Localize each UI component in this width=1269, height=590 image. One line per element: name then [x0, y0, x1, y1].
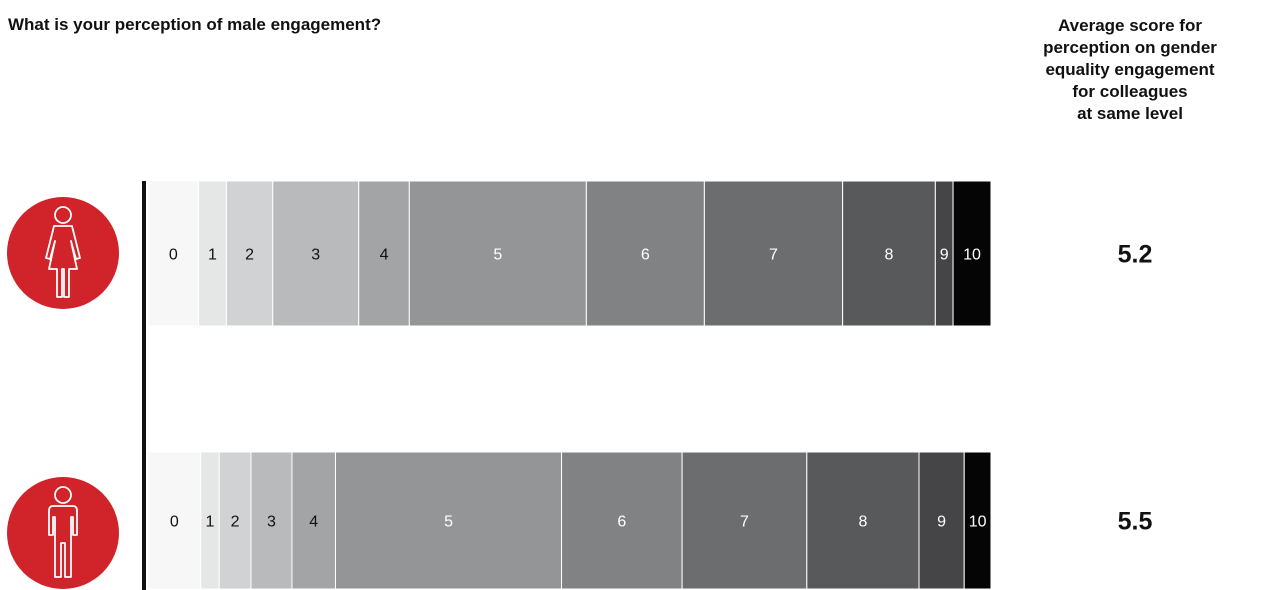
bar-segment-6 — [585, 180, 705, 327]
average-header-line: at same level — [1077, 104, 1183, 123]
bar-segment-0 — [147, 451, 202, 590]
average-score-value: 5.5 — [1118, 508, 1153, 536]
bar-segment-8 — [842, 180, 936, 327]
bar-segment-6 — [561, 451, 683, 590]
bar-segment-10 — [952, 180, 992, 327]
average-header-line: equality engagement — [1045, 60, 1215, 79]
segment-label: 3 — [267, 514, 276, 531]
chart-title: What is your perception of male engageme… — [8, 15, 382, 34]
segment-label: 0 — [169, 247, 178, 264]
bar-segment-1 — [198, 180, 227, 327]
bar-segment-3 — [272, 180, 360, 327]
bar-segment-5 — [335, 451, 563, 590]
average-header-line: Average score for — [1058, 16, 1202, 35]
segment-label: 7 — [740, 514, 749, 531]
segment-label: 1 — [205, 514, 214, 531]
icon-circle — [7, 477, 119, 589]
bar-segment-4 — [291, 451, 337, 590]
segment-label: 4 — [380, 247, 389, 264]
axis-line — [142, 181, 146, 590]
icon-head — [54, 206, 72, 224]
icon-body — [45, 225, 81, 298]
bar-segment-7 — [703, 180, 844, 327]
bar-segment-9 — [918, 451, 965, 590]
segment-label: 5 — [444, 514, 453, 531]
bar-segment-3 — [250, 451, 293, 590]
segment-label: 2 — [231, 514, 240, 531]
average-score-header: Average score for perception on gender e… — [985, 15, 1269, 125]
male-person-icon — [7, 477, 119, 589]
icon-body — [48, 505, 78, 578]
bar-segment-2 — [218, 451, 252, 590]
bar-segment-5 — [408, 180, 587, 327]
segment-label: 10 — [963, 247, 981, 264]
segment-label: 10 — [969, 514, 987, 531]
segment-label: 2 — [245, 247, 254, 264]
segment-label: 6 — [617, 514, 626, 531]
segment-label: 6 — [641, 247, 650, 264]
segment-label: 9 — [937, 514, 946, 531]
segment-label: 4 — [309, 514, 318, 531]
average-header-line: for colleagues — [1072, 82, 1188, 101]
bar-segment-7 — [681, 451, 808, 590]
segment-label: 0 — [170, 514, 179, 531]
segment-label: 3 — [311, 247, 320, 264]
average-score-value: 5.2 — [1118, 241, 1153, 269]
female-person-icon — [7, 197, 119, 309]
icon-head — [54, 486, 72, 504]
bar-segment-8 — [806, 451, 920, 590]
segment-label: 5 — [493, 247, 502, 264]
bar-segment-4 — [358, 180, 410, 327]
segment-label: 7 — [769, 247, 778, 264]
average-header-line: perception on gender — [1043, 38, 1217, 57]
segment-label: 8 — [858, 514, 867, 531]
segment-label: 9 — [940, 247, 949, 264]
bar-segment-2 — [225, 180, 274, 327]
segment-label: 1 — [208, 247, 217, 264]
segment-label: 8 — [885, 247, 894, 264]
icon-circle — [7, 197, 119, 309]
bar-segment-10 — [963, 451, 992, 590]
